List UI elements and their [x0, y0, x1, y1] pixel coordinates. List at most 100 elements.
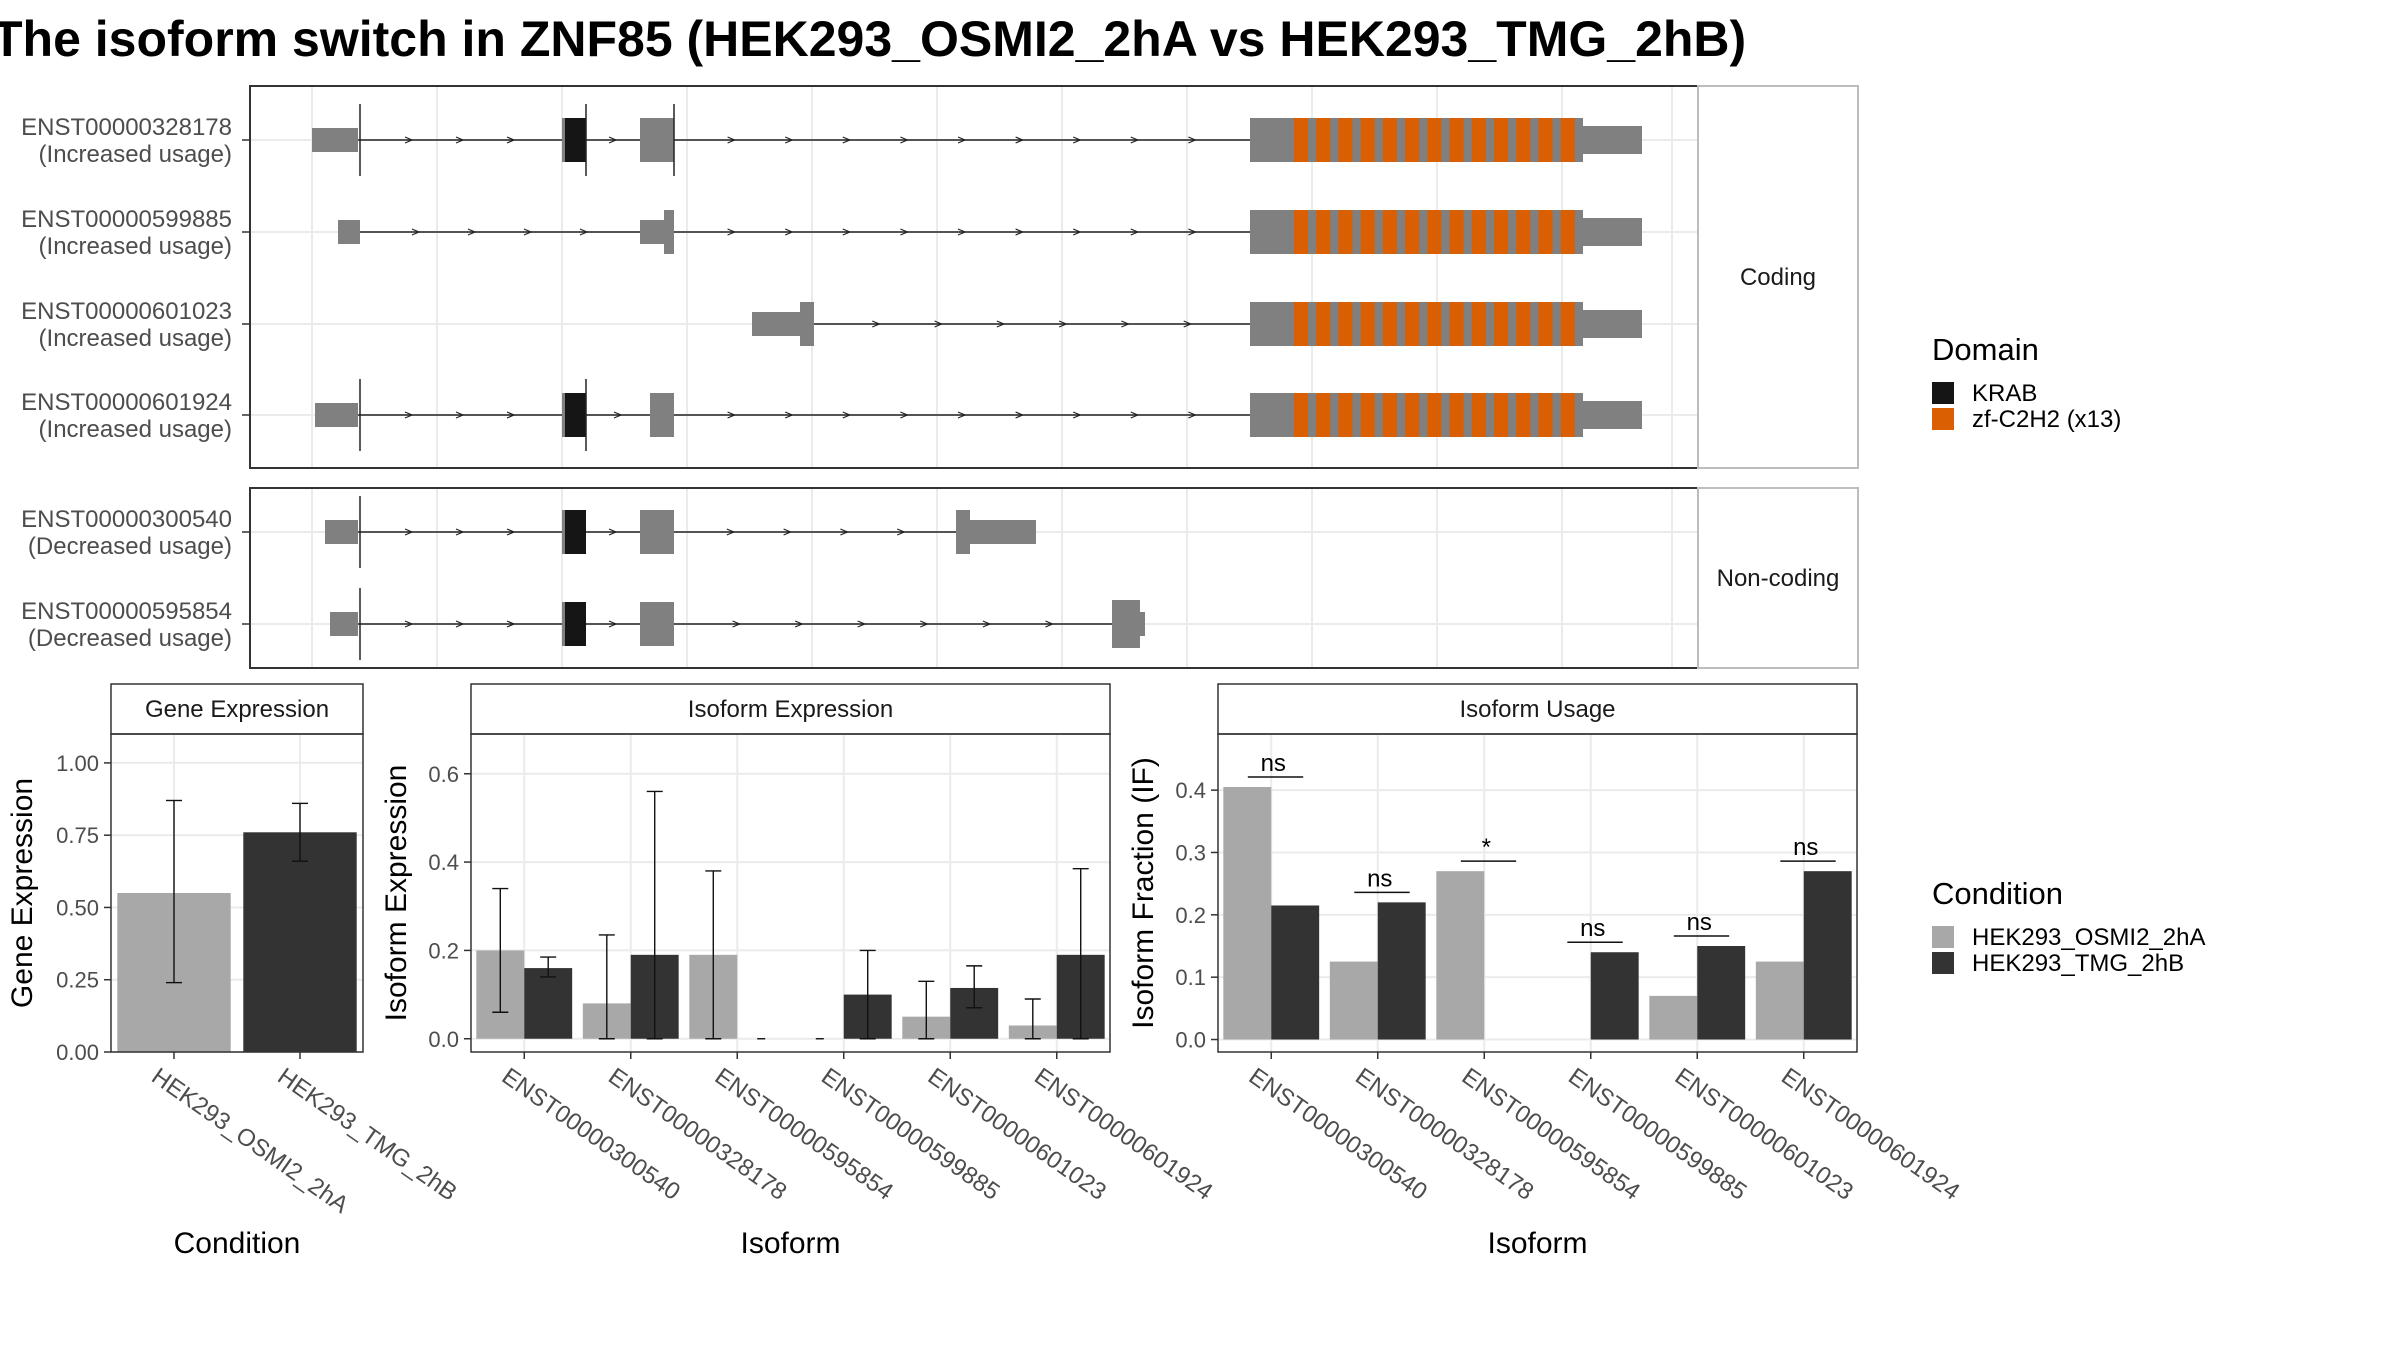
x-tick-label: ENST00000595854	[1457, 1063, 1645, 1206]
x-tick-label: ENST00000601023	[923, 1063, 1111, 1206]
zf-c2h2-domain	[1516, 210, 1531, 254]
y-tick-label: 0.2	[1175, 903, 1206, 928]
zf-c2h2-domain	[1538, 210, 1553, 254]
strand-arrow	[404, 411, 414, 419]
strand-arrow	[411, 228, 421, 236]
legend-title: Domain	[1932, 332, 2039, 367]
legend-swatch	[1932, 408, 1954, 430]
significance-label: ns	[1793, 834, 1818, 861]
zf-c2h2-domain	[1294, 302, 1308, 346]
strand-arrow	[404, 528, 414, 536]
zf-c2h2-domain	[1338, 118, 1353, 162]
legend-swatch	[1932, 926, 1954, 948]
strand-arrow	[1188, 136, 1197, 144]
transcript-id-label: ENST00000595854	[21, 598, 232, 625]
zf-c2h2-domain	[1560, 118, 1575, 162]
strand-arrow	[872, 320, 881, 328]
strand-arrow	[1015, 228, 1025, 236]
exon-block	[1250, 393, 1288, 437]
zf-c2h2-domain	[1382, 302, 1397, 346]
x-tick-label: ENST00000599885	[816, 1063, 1004, 1206]
strand-arrow	[784, 136, 794, 144]
zf-c2h2-domain	[1516, 393, 1531, 437]
y-tick-label: 0.2	[428, 938, 459, 963]
x-tick-label: ENST00000601023	[1670, 1063, 1858, 1206]
y-tick-label: 0.25	[56, 968, 99, 993]
transcript-ENST00000300540	[325, 496, 1036, 568]
zf-c2h2-domain	[1294, 393, 1308, 437]
x-tick-label: ENST00000599885	[1563, 1063, 1751, 1206]
zf-c2h2-domain	[1316, 393, 1331, 437]
y-tick-label: 0.0	[428, 1027, 459, 1052]
y-tick-label: 0.0	[1175, 1028, 1206, 1053]
exon-block	[956, 510, 970, 554]
strand-arrow	[455, 411, 465, 419]
plot-background	[1218, 734, 1857, 1052]
strand-arrow	[1183, 320, 1193, 328]
exon-block	[1250, 302, 1288, 346]
transcript-usage-label: (Increased usage)	[39, 233, 232, 260]
zf-c2h2-domain	[1427, 118, 1442, 162]
y-tick-label: 0.4	[1175, 778, 1206, 803]
transcript-usage-label: (Increased usage)	[39, 141, 232, 168]
strand-arrow	[982, 620, 992, 628]
exon-block	[1580, 401, 1642, 429]
zf-c2h2-domain	[1471, 210, 1486, 254]
exon-block	[650, 393, 674, 437]
zf-c2h2-domain	[1427, 302, 1442, 346]
zf-c2h2-domain	[1494, 393, 1509, 437]
transcript-id-label: ENST00000601924	[21, 389, 232, 416]
y-tick-label: 1.00	[56, 751, 99, 776]
zf-c2h2-domain	[1516, 118, 1531, 162]
zf-c2h2-domain	[1316, 302, 1331, 346]
transcript-id-label: ENST00000599885	[21, 206, 232, 233]
y-axis-title: Isoform Expression	[380, 765, 413, 1022]
zf-c2h2-domain	[1471, 302, 1486, 346]
facet-strip-label: Non-coding	[1717, 565, 1840, 592]
bar	[1697, 946, 1746, 1040]
strand-arrow	[506, 620, 516, 628]
bar	[1377, 902, 1426, 1040]
zf-c2h2-domain	[1471, 118, 1486, 162]
zf-c2h2-domain	[1516, 302, 1531, 346]
strand-arrow	[1121, 320, 1130, 328]
strand-arrow	[1015, 411, 1025, 419]
zf-c2h2-domain	[1494, 210, 1509, 254]
exon-block	[664, 210, 674, 254]
strand-arrow	[467, 228, 477, 236]
zf-c2h2-domain	[1405, 302, 1420, 346]
y-tick-label: 0.6	[428, 762, 459, 787]
zf-c2h2-domain	[1316, 210, 1331, 254]
strand-arrow	[1188, 411, 1197, 419]
strand-arrow	[957, 228, 967, 236]
bar	[1223, 787, 1272, 1040]
isoform-expression-panel: Isoform Expression 0.0 0.2 0.4 0.6 ENST000003…	[380, 683, 1218, 1260]
significance-label: ns	[1367, 865, 1392, 892]
transcript-usage-label: (Increased usage)	[39, 325, 232, 352]
panel-background	[250, 488, 1698, 668]
y-tick-label: 0.4	[428, 850, 459, 875]
bar	[1436, 871, 1485, 1040]
legend-title: Condition	[1932, 876, 2063, 911]
zf-c2h2-domain	[1538, 302, 1553, 346]
zf-c2h2-domain	[1538, 393, 1553, 437]
strand-arrow	[900, 411, 909, 419]
strand-arrow	[613, 411, 623, 419]
bar	[1649, 995, 1698, 1040]
strand-arrow	[506, 411, 516, 419]
transcript-usage-label: (Increased usage)	[39, 416, 232, 443]
x-axis-title: Condition	[174, 1227, 301, 1260]
transcript-structure-plot: ENST00000328178(Increased usage)ENST0000…	[21, 85, 1859, 669]
zf-c2h2-domain	[1449, 393, 1464, 437]
legend-label: HEK293_OSMI2_2hA	[1972, 924, 2205, 951]
exon-block	[752, 312, 800, 336]
strand-arrow	[900, 228, 909, 236]
significance-label: ns	[1580, 915, 1605, 942]
zf-c2h2-domain	[1360, 118, 1375, 162]
exon-block	[640, 602, 674, 646]
facet-strip	[1217, 683, 1858, 735]
x-tick-label: ENST00000328178	[603, 1063, 791, 1206]
strand-arrow	[996, 320, 1006, 328]
strand-arrow	[794, 620, 804, 628]
legend-swatch	[1932, 382, 1954, 404]
